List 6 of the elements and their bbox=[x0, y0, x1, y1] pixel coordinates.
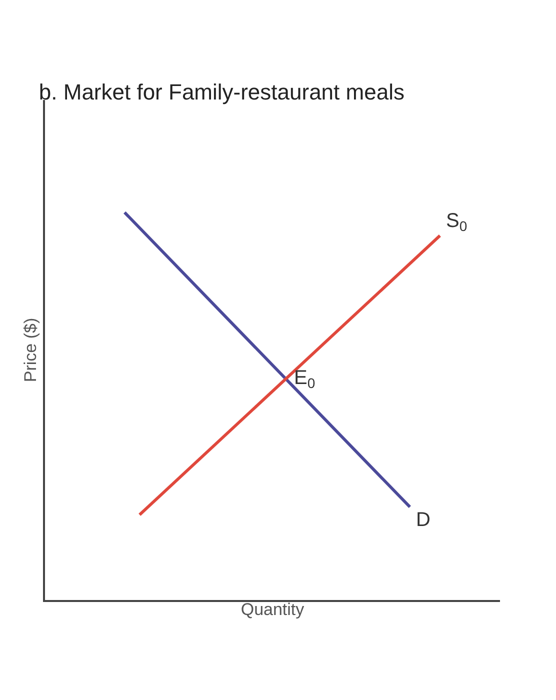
x-axis-title: Quantity bbox=[240, 600, 305, 619]
series-label: D bbox=[416, 509, 430, 531]
series-label: S$_{0}$ bbox=[446, 210, 468, 234]
chart-title: b. Market for Family-restaurant meals bbox=[38, 79, 404, 104]
annotation: E$_{0}$ bbox=[294, 367, 316, 392]
y-axis-title: Price ($) bbox=[21, 318, 40, 382]
